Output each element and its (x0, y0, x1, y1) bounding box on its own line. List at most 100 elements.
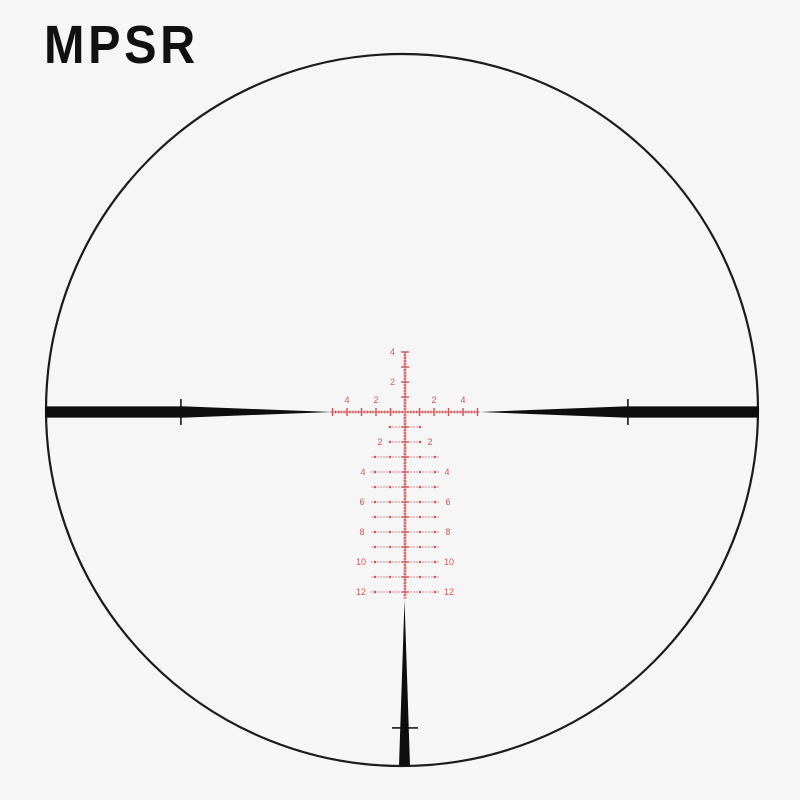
tree-dot (392, 531, 394, 533)
tree-dot (437, 516, 439, 518)
tree-dot (416, 546, 418, 548)
tree-dot (422, 531, 424, 533)
tree-dot (395, 591, 397, 593)
tree-dot (425, 456, 427, 458)
tree-dot (410, 441, 412, 443)
tree-dot (410, 516, 412, 518)
tree-dot (422, 456, 424, 458)
tree-dot (395, 456, 397, 458)
tree-dot (398, 471, 400, 473)
tree-dot (407, 546, 409, 548)
tree-dot (395, 501, 397, 503)
tree-dot (388, 470, 392, 474)
tree-row (371, 545, 439, 549)
tree-dot (398, 576, 400, 578)
tree-dot (413, 576, 415, 578)
tree-dot (371, 576, 373, 578)
tree-dot (413, 471, 415, 473)
tree-dot (395, 426, 397, 428)
tree-dot (425, 576, 427, 578)
tree-row-label-right: 10 (444, 557, 454, 567)
tree-dot (437, 561, 439, 563)
tree-dot (371, 546, 373, 548)
tree-dot (410, 561, 412, 563)
tree-dot (380, 576, 382, 578)
tree-dot (433, 500, 437, 504)
tree-dot (371, 501, 373, 503)
tree-dot (386, 546, 388, 548)
tree-dot (395, 561, 397, 563)
tree-dot (383, 471, 385, 473)
tree-dot (431, 561, 433, 563)
tree-dot (425, 516, 427, 518)
tree-dot (395, 471, 397, 473)
tree-dot (416, 561, 418, 563)
tree-dot (428, 471, 430, 473)
tree-dot (413, 591, 415, 593)
tree-dot (413, 486, 415, 488)
right-post (480, 406, 759, 418)
tree-dot (388, 425, 392, 429)
tree-dot (407, 486, 409, 488)
tree-row: 10 10 (356, 557, 454, 567)
tree-row-label-right: 8 (445, 527, 450, 537)
tree-dot (398, 546, 400, 548)
tree-row (371, 575, 439, 579)
tree-dot (371, 531, 373, 533)
tree-dot (383, 501, 385, 503)
tree-dot (377, 531, 379, 533)
tree-row-label-left: 4 (360, 467, 365, 477)
tree-dot (418, 515, 422, 519)
tree-dot (437, 546, 439, 548)
tree-dot (418, 485, 422, 489)
tree-dot (428, 561, 430, 563)
tree-dot (416, 531, 418, 533)
tree-dot (401, 576, 403, 578)
tree-dot (392, 471, 394, 473)
tree-dot (407, 456, 409, 458)
tree-dot (388, 545, 392, 549)
tree-dot (392, 456, 394, 458)
black-posts (45, 399, 759, 766)
tree-dot (373, 470, 377, 474)
tree-dot (383, 576, 385, 578)
tree-dot (398, 591, 400, 593)
tree-dot (407, 561, 409, 563)
tree-dot (371, 591, 373, 593)
tree-row: 12 12 (356, 587, 454, 597)
tree-dot (425, 591, 427, 593)
tree-dot (371, 471, 373, 473)
tree-dot (410, 576, 412, 578)
tree-dot (437, 531, 439, 533)
tree-dot (401, 591, 403, 593)
tree-dot (418, 470, 422, 474)
tree-dot (373, 530, 377, 534)
tree-dot (413, 546, 415, 548)
tree-dot (398, 516, 400, 518)
tree-dot (425, 501, 427, 503)
tree-dot (425, 561, 427, 563)
tree-dot (383, 531, 385, 533)
tree-dot (395, 486, 397, 488)
tree-dot (380, 501, 382, 503)
tree-dot (407, 531, 409, 533)
bottom-post (399, 600, 410, 766)
tree-dot (377, 561, 379, 563)
tree-dot (410, 426, 412, 428)
tree-dot (410, 591, 412, 593)
tree-dot (392, 516, 394, 518)
tree-dot (437, 486, 439, 488)
tree-dot (395, 576, 397, 578)
tree-dot (433, 545, 437, 549)
tree-row (371, 485, 439, 489)
tree-dot (395, 546, 397, 548)
tree-dot (401, 441, 403, 443)
tree-dot (392, 441, 394, 443)
tree-dot (383, 591, 385, 593)
h-ruler-label: 4 (460, 395, 465, 405)
tree-dot (395, 531, 397, 533)
tree-dot (386, 576, 388, 578)
